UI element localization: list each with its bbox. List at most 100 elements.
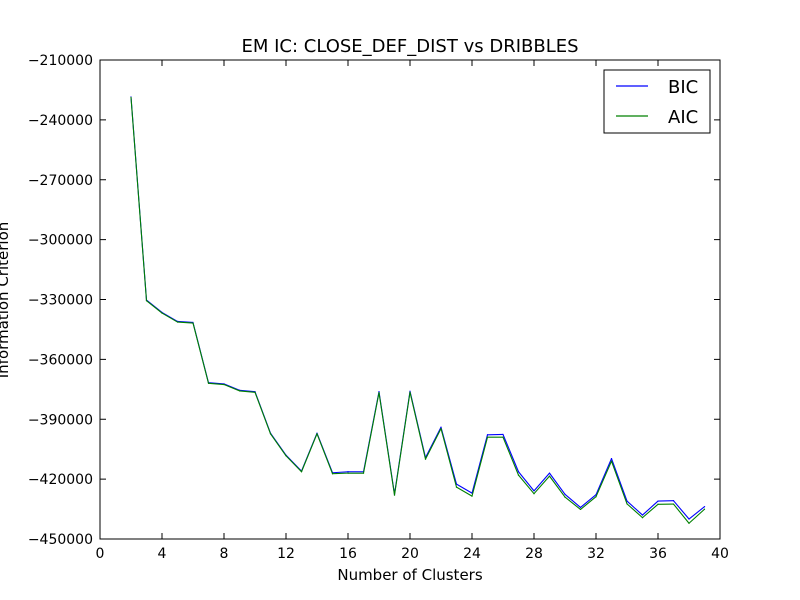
series-aic-segment: [331, 472, 349, 475]
series-aic-segment: [269, 433, 287, 457]
series-bic-segment: [610, 458, 628, 502]
series-aic-point: [285, 455, 287, 457]
x-tick-label: 12: [277, 546, 295, 562]
series-aic-segment: [579, 496, 597, 511]
series-aic-segment: [502, 436, 520, 476]
series-aic-point: [486, 436, 489, 438]
y-tick-label: −390000: [28, 412, 93, 428]
series-layer: [130, 96, 706, 524]
y-tick-label: −300000: [28, 233, 93, 249]
series-aic-point: [254, 391, 256, 393]
y-tick-label: −420000: [28, 472, 93, 488]
y-tick-label: −270000: [28, 173, 93, 189]
series-bic-segment: [595, 458, 613, 496]
series-aic-point: [688, 522, 690, 524]
series-bic-segment: [579, 494, 597, 509]
series-aic-segment: [254, 391, 272, 435]
series-bic-point: [688, 518, 690, 520]
series-aic-point: [192, 322, 194, 324]
series-bic-segment: [672, 500, 690, 520]
series-aic-segment: [176, 321, 194, 324]
series-aic-point: [409, 391, 411, 393]
x-tick-label: 32: [587, 546, 605, 562]
series-aic-point: [347, 472, 349, 474]
series-aic-segment: [595, 460, 613, 498]
series-aic-point: [176, 321, 179, 323]
series-aic-point: [331, 473, 334, 475]
series-bic-segment: [331, 471, 349, 474]
ticks-layer: 0 4 8 12 16 20 24 28 32 36 40 −210000 −240000 −270000…: [28, 53, 729, 562]
series-aic-point: [548, 475, 551, 477]
y-tick-label: −330000: [28, 293, 93, 309]
y-axis-label: Information Criterion: [0, 222, 12, 379]
x-axis-label: Number of Clusters: [337, 566, 482, 584]
series-bic-segment: [176, 320, 194, 324]
series-aic-segment: [610, 460, 628, 505]
series-aic-point: [471, 495, 473, 497]
series-aic-point: [223, 383, 225, 386]
series-aic-point: [378, 392, 380, 394]
series-aic-point: [626, 503, 628, 505]
x-tick-label: 36: [649, 546, 667, 562]
y-tick-label: −210000: [28, 53, 93, 69]
series-bic-point: [548, 472, 551, 474]
series-aic-segment: [238, 390, 256, 393]
series-aic-segment: [362, 392, 380, 474]
series-aic-point: [517, 474, 520, 476]
series-aic-segment: [517, 474, 535, 495]
series-aic-point: [130, 96, 132, 99]
legend-label-bic: BIC: [668, 77, 698, 98]
series-bic-segment: [223, 383, 241, 391]
legend: BIC AIC: [603, 69, 711, 134]
series-aic-point: [502, 436, 504, 438]
series-bic-segment: [502, 433, 520, 473]
series-aic-point: [533, 493, 535, 495]
series-bic-point: [409, 390, 411, 392]
x-tick-label: 40: [711, 546, 729, 562]
series-aic-segment: [455, 486, 473, 497]
series-aic-segment: [564, 496, 582, 511]
series-aic-point: [393, 494, 396, 496]
series-bic-point: [657, 500, 659, 502]
series-aic-point: [579, 508, 582, 511]
series-aic-point: [595, 496, 597, 498]
x-tick-label: 28: [525, 546, 543, 562]
y-tick-label: −240000: [28, 113, 93, 129]
series-aic-point: [207, 382, 210, 384]
series-aic-point: [424, 458, 427, 460]
x-tick-label: 24: [463, 546, 481, 562]
series-aic-segment: [440, 428, 458, 488]
series-bic-point: [486, 434, 489, 436]
series-bic-segment: [626, 500, 644, 516]
y-tick-label: −360000: [28, 352, 93, 368]
series-aic-point: [610, 460, 613, 462]
series-bic-point: [533, 490, 535, 492]
series-bic-segment: [207, 382, 225, 385]
series-aic-segment: [192, 322, 210, 384]
series-bic-segment: [548, 472, 566, 495]
series-aic: [130, 96, 706, 524]
series-aic-point: [455, 486, 458, 488]
series-bic-point: [502, 433, 504, 436]
series-aic-point: [657, 503, 659, 505]
series-aic-segment: [548, 475, 566, 498]
series-aic-point: [362, 472, 365, 474]
series-aic-segment: [161, 312, 179, 323]
series-aic-point: [300, 471, 303, 473]
series-aic-segment: [424, 428, 442, 460]
series-bic-point: [440, 426, 442, 428]
series-bic-point: [641, 514, 644, 516]
series-aic-point: [161, 312, 163, 314]
x-tick-label: 0: [96, 546, 105, 562]
series-bic: [130, 96, 706, 520]
series-aic-segment: [145, 300, 163, 314]
x-tick-label: 8: [220, 546, 229, 562]
series-aic-point: [440, 428, 442, 430]
series-aic-segment: [316, 433, 334, 475]
series-bic-segment: [533, 472, 551, 492]
series-bic-point: [626, 500, 628, 502]
series-bic-point: [347, 471, 349, 473]
series-bic-segment: [564, 493, 582, 509]
series-aic-segment: [223, 383, 241, 392]
